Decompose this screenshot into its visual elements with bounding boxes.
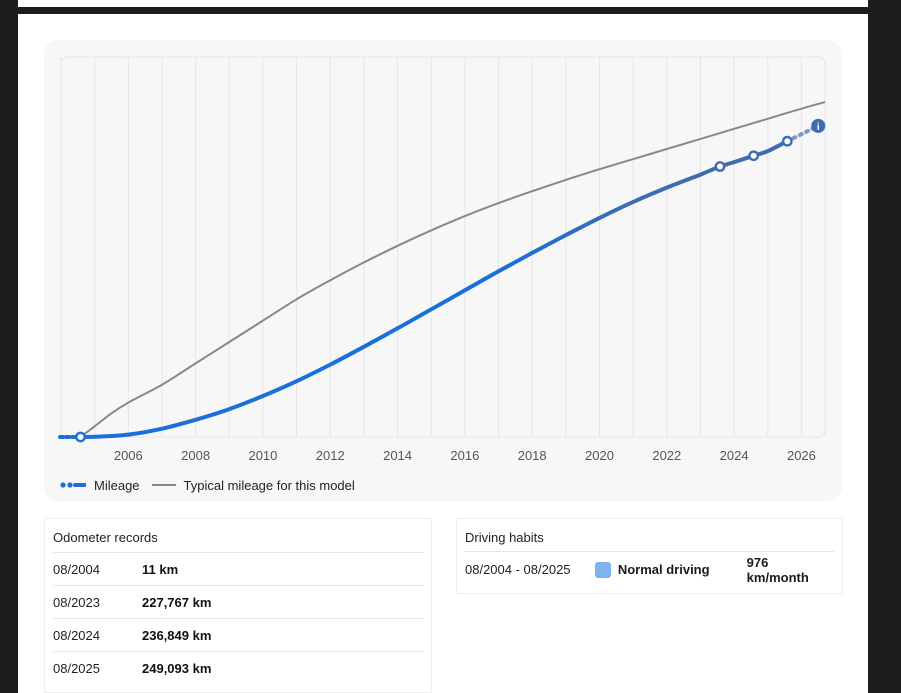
record-date: 08/2023: [53, 595, 100, 610]
mileage-chart: i 2006 2008 2010 2012 2014 2016 2018 2020 2022 20…: [58, 56, 826, 463]
mileage-chart-card: i 2006 2008 2010 2012 2014 2016 2018 2020 2022 20…: [44, 40, 842, 501]
driving-habits-card: Driving habits 08/2004 - 08/2025 Normal …: [456, 518, 843, 594]
driving-habits-title: Driving habits: [465, 530, 544, 545]
habit-date-range: 08/2004 - 08/2025: [465, 562, 571, 577]
info-icon-circle: [811, 118, 826, 133]
table-row: 08/2024 236,849 km: [53, 618, 423, 652]
legend-label-typical: Typical mileage for this model: [183, 477, 355, 493]
typical-mileage-line: [79, 101, 826, 438]
x-tick-label: 2024: [720, 448, 749, 463]
habit-label: Normal driving: [617, 562, 710, 577]
odometer-records-card: Odometer records 08/2004 11 km 08/2023 2…: [44, 518, 432, 693]
odometer-record-point: [781, 135, 793, 147]
record-date: 08/2025: [53, 661, 100, 676]
odometer-record-point: [748, 150, 760, 162]
record-value: 236,849 km: [142, 628, 212, 643]
x-tick-label: 2012: [316, 448, 345, 463]
mileage-legend-swatch: [60, 482, 86, 488]
table-row: 08/2025 249,093 km: [53, 651, 423, 685]
driving-habit-row: 08/2004 - 08/2025 Normal driving 976 km/…: [465, 551, 834, 587]
x-tick-label: 2006: [114, 448, 143, 463]
top-strip: [18, 0, 868, 7]
habit-rate: 976 km/month: [746, 554, 809, 585]
info-icon-glyph: i: [817, 122, 820, 133]
odometer-record-point: [75, 431, 86, 443]
plot-area: [60, 56, 826, 438]
info-icon[interactable]: i: [811, 118, 826, 133]
table-row: 08/2004 11 km: [53, 552, 423, 586]
x-tick-label: 2022: [652, 448, 681, 463]
odometer-records-title: Odometer records: [53, 530, 158, 545]
record-value: 249,093 km: [142, 661, 212, 676]
habit-color-swatch: [594, 561, 611, 578]
x-tick-label: 2026: [787, 448, 816, 463]
table-row: 08/2023 227,767 km: [53, 585, 423, 619]
typical-legend-swatch: [151, 484, 176, 486]
legend-item-typical: Typical mileage for this model: [151, 477, 355, 493]
chart-legend: Mileage Typical mileage for this model: [60, 476, 367, 494]
x-tick-label: 2016: [450, 448, 479, 463]
odometer-record-point: [714, 161, 726, 172]
legend-label-mileage: Mileage: [94, 477, 140, 493]
legend-item-mileage: Mileage: [60, 478, 140, 493]
x-tick-label: 2020: [585, 448, 614, 463]
record-date: 08/2024: [53, 628, 100, 643]
x-tick-label: 2010: [248, 448, 277, 463]
x-tick-label: 2018: [518, 448, 547, 463]
record-value: 11 km: [142, 562, 179, 577]
record-value: 227,767 km: [142, 595, 212, 610]
x-tick-label: 2008: [181, 448, 210, 463]
x-tick-label: 2014: [383, 448, 412, 463]
record-date: 08/2004: [53, 562, 100, 577]
